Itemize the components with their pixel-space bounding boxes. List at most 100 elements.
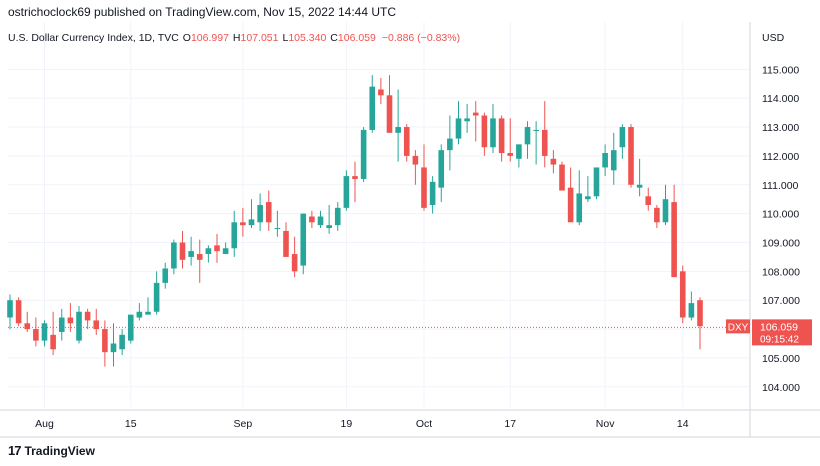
candle-down [240,207,246,237]
candle-body [593,167,600,197]
candle-up [438,144,445,203]
candle-down [214,233,220,263]
tradingview-logo-icon: 17 [8,443,22,458]
currency-label: USD [762,32,785,44]
candle-up [688,291,695,321]
candle-down [628,124,634,188]
candle-body [50,334,56,350]
candle-up [455,101,462,145]
candle-down [481,112,488,156]
candle-up [464,103,470,133]
candle-body [67,317,74,324]
candle-body [498,118,505,154]
candle-up [76,305,82,344]
candle-up [300,213,307,275]
candle-up [231,210,238,257]
candle-body [343,176,350,208]
candle-body [559,164,565,191]
candle-down [283,222,289,257]
candle-body [403,127,410,156]
candle-down [697,297,703,350]
candle-body [421,167,427,208]
candle-down [421,144,427,211]
candle-down [102,320,108,367]
x-tick-label: 17 [504,418,516,430]
symbol-badge [726,319,750,334]
candle-up [274,210,281,237]
candle-down [671,184,677,278]
candle-down [472,101,479,142]
candle-up [343,170,350,211]
candle-body [196,254,203,260]
candle-body [602,153,608,168]
candle-up [7,294,13,330]
candle-body [438,150,445,188]
candle-body [7,300,13,318]
candle-up [127,314,134,344]
candle-body [291,254,298,272]
candle-body [127,314,134,341]
candle-up [136,303,143,321]
candle-body [688,303,695,318]
price-badge [752,319,812,346]
candle-body [240,222,246,226]
candle-down [352,161,358,203]
legend-close: 106.059 [338,32,376,44]
candle-body [283,230,289,257]
candle-down [550,150,557,174]
x-tick-label: 19 [341,418,353,430]
candle-body [15,300,22,324]
candle-down [50,311,56,356]
candle-body [257,204,263,223]
candle-body [317,216,324,226]
candle-down [403,124,410,162]
candle-body [334,207,341,226]
candle-body [550,158,557,165]
legend-change: −0.886 (−0.83%) [382,32,460,44]
y-tick-label: 114.000 [762,93,799,105]
candle-up [619,124,626,159]
tradingview-logo[interactable]: 17 TradingView [8,443,95,458]
candle-body [326,225,332,229]
candle-body [300,213,307,266]
candle-down [24,311,31,332]
candle-up [317,210,324,229]
candle-down [567,167,574,223]
y-tick-label: 111.000 [762,180,799,192]
candle-body [567,187,574,223]
y-axis: 115.000 114.000 113.000 112.000 111.000 110.0… [762,64,800,393]
x-tick-label: Nov [596,418,615,430]
candle-body [697,300,703,327]
candle-body [472,112,479,116]
legend-open-label: O [183,32,191,44]
candle-body [464,118,470,122]
legend-high-label: H [233,32,241,44]
candle-body [248,219,255,226]
legend-low-label: L [282,32,288,44]
candle-up [369,75,376,133]
candle-body [360,129,367,179]
candle-up [188,236,194,266]
publisher-header: ostrichoclock69 published on TradingView… [0,0,820,24]
candle-body [585,196,591,200]
candle-up [326,204,332,234]
candles [7,75,703,367]
candle-down [84,308,91,330]
candle-up [636,158,643,197]
candle-body [33,329,39,341]
candle-down [309,210,315,229]
candle-up [58,308,65,341]
candle-up [576,170,583,226]
candle-body [541,129,548,156]
candle-up [248,199,255,229]
candle-body [671,202,677,278]
candle-body [628,127,634,185]
candle-up [447,115,453,171]
candle-up [145,297,151,315]
x-tick-label: Aug [35,418,54,430]
candle-down [93,308,100,335]
x-tick-label: 15 [125,418,137,430]
candle-body [352,176,358,179]
